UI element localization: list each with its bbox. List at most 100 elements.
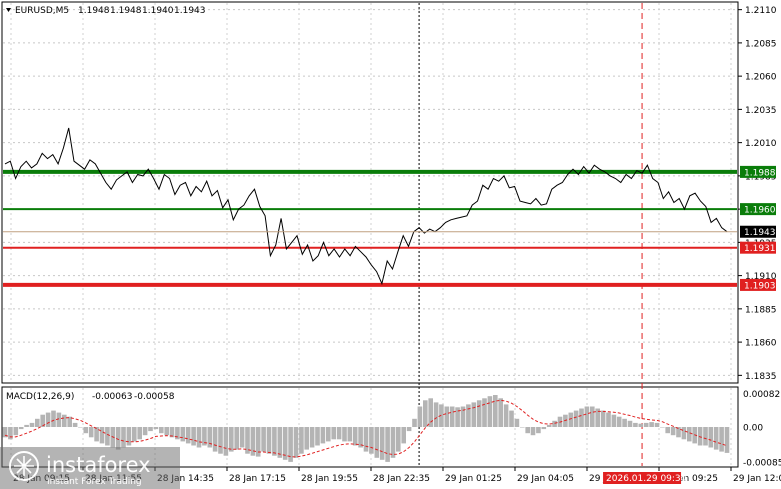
macd-bar xyxy=(406,427,412,432)
macd-bar xyxy=(94,427,99,442)
macd-bar xyxy=(498,398,503,427)
macd-bar xyxy=(379,427,385,460)
macd-bar xyxy=(196,427,202,448)
macd-bar xyxy=(584,406,590,427)
macd-bar xyxy=(660,427,665,428)
macd-bar xyxy=(142,427,148,436)
macd-bar xyxy=(115,427,121,450)
x-tick-label: 28 Jan 17:15 xyxy=(229,474,286,484)
macd-bar xyxy=(261,427,266,452)
macd-bar xyxy=(590,406,595,427)
macd-bar xyxy=(159,427,164,434)
macd-bar xyxy=(363,427,369,452)
price-line xyxy=(4,127,728,286)
macd-bar xyxy=(503,404,509,427)
macd-bar xyxy=(719,427,724,452)
macd-bar xyxy=(401,427,406,444)
macd-bar xyxy=(423,400,428,427)
macd-bar xyxy=(191,427,196,446)
macd-bar xyxy=(56,412,62,427)
price-level-tag-text: 1.1903 xyxy=(744,281,776,291)
y-tick-label: 1.1910 xyxy=(745,272,777,282)
open-value: 1.1948 xyxy=(78,6,110,16)
macd-y-tick-label: -0.00085 xyxy=(743,458,781,468)
macd-bar xyxy=(153,427,159,430)
x-tick-label: 29 Jan 12:05 xyxy=(733,474,781,484)
macd-bar xyxy=(45,412,51,427)
macd-bar xyxy=(724,427,730,453)
price-level-tag-text: 1.1931 xyxy=(744,244,776,254)
macd-bar xyxy=(137,427,142,440)
macd-y-tick-label: 0.00082 xyxy=(743,390,780,400)
macd-bar xyxy=(616,416,622,427)
macd-bar xyxy=(320,427,326,444)
macd-bar xyxy=(126,427,132,446)
x-tick-label: 28 Jan 22:35 xyxy=(373,474,430,484)
macd-bar xyxy=(299,427,304,454)
macd-bar xyxy=(185,427,191,444)
macd-bar xyxy=(358,427,363,448)
macd-bar xyxy=(476,400,482,427)
macd-bar xyxy=(627,420,633,427)
y-tick-label: 1.2010 xyxy=(745,139,777,149)
price-level-tag xyxy=(740,203,776,216)
macd-bar xyxy=(568,412,574,427)
main-plot-frame xyxy=(1,1,739,384)
price-series xyxy=(3,127,737,286)
instaforex-logo-icon xyxy=(9,451,39,481)
symbol-label: EURUSD,M5 xyxy=(15,6,69,16)
watermark: instaforex Instant Forex Trading xyxy=(0,447,180,489)
y-tick-label: 1.1835 xyxy=(745,372,777,382)
macd-bar xyxy=(455,407,460,427)
price-tags: 1.1988 1.1960 1.1931 1.1903 1.1943 xyxy=(740,165,776,291)
macd-bar xyxy=(670,427,676,436)
macd-bar xyxy=(336,427,342,440)
macd-bar xyxy=(536,427,541,434)
macd-bar xyxy=(703,427,708,446)
y-tick-label: 1.2110 xyxy=(745,6,777,16)
macd-bar xyxy=(207,427,213,448)
macd-bar xyxy=(169,427,175,438)
macd-bar xyxy=(552,420,557,427)
macd-bar xyxy=(51,410,56,427)
macd-bar xyxy=(304,427,309,450)
macd-bar xyxy=(67,416,72,427)
macd-bar xyxy=(460,406,466,427)
macd-bar xyxy=(520,427,525,428)
price-level-tag-text: 1.1960 xyxy=(744,206,776,216)
macd-name: MACD(12,26,9) xyxy=(6,392,74,402)
macd-bar xyxy=(342,427,347,442)
macd-bar xyxy=(255,427,261,457)
price-level-tag xyxy=(740,278,776,291)
x-tick-label: 28 Jan 14:35 xyxy=(157,474,214,484)
macd-bar xyxy=(331,427,336,440)
price-level-tag-text: 1.1988 xyxy=(744,168,776,178)
macd-bar xyxy=(676,427,681,438)
macd-bar xyxy=(579,408,584,427)
macd-bar xyxy=(288,427,293,462)
dropdown-arrow-icon[interactable] xyxy=(6,8,11,12)
macd-bar xyxy=(638,423,644,427)
macd-bar xyxy=(202,427,207,446)
macd-bar xyxy=(29,422,35,427)
macd-bar xyxy=(212,427,218,452)
macd-bar xyxy=(18,427,24,430)
macd-bar xyxy=(175,427,180,440)
macd-signal-value: -0.00058 xyxy=(134,392,175,402)
low-value: 1.1940 xyxy=(142,6,174,16)
macd-bar xyxy=(148,427,153,432)
macd-y-tick-label: 0.00 xyxy=(743,424,763,434)
macd-bar xyxy=(444,406,450,427)
macd-bar xyxy=(509,410,514,427)
macd-bar xyxy=(99,427,105,444)
macd-bar xyxy=(595,408,600,427)
macd-bar xyxy=(2,427,8,438)
vertical-markers xyxy=(418,3,643,466)
current-price-tag xyxy=(740,225,776,238)
macd-bar xyxy=(293,427,299,458)
price-level-tag xyxy=(740,165,776,178)
y-tick-label: 1.2085 xyxy=(745,39,777,49)
macd-bar xyxy=(417,406,423,427)
